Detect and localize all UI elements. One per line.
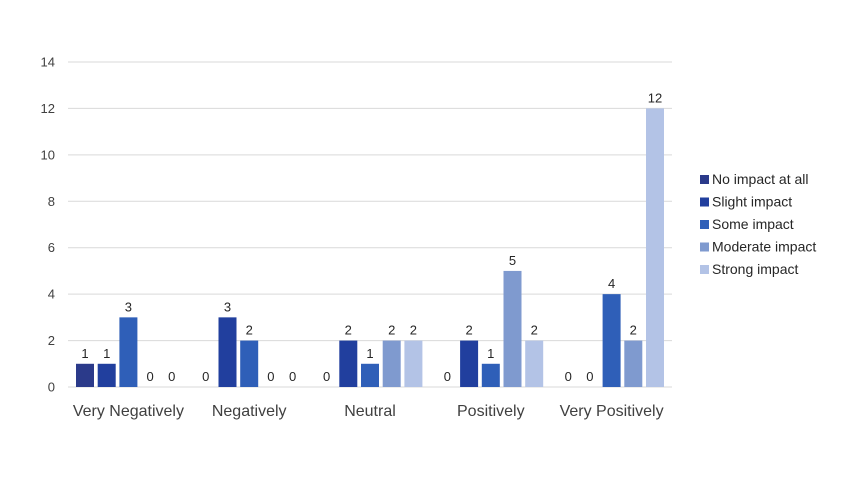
data-label: 3 <box>224 299 231 314</box>
y-tick-label: 4 <box>48 287 55 302</box>
bar <box>460 340 479 387</box>
data-label: 0 <box>146 369 153 384</box>
bar <box>624 340 643 387</box>
data-label: 1 <box>81 346 88 361</box>
bar <box>218 317 237 387</box>
data-label: 2 <box>246 323 253 338</box>
legend-label: No impact at all <box>712 171 808 187</box>
legend-label: Strong impact <box>712 261 798 277</box>
y-tick-label: 6 <box>48 240 55 255</box>
x-category-label: Very Negatively <box>73 403 184 420</box>
y-tick-label: 12 <box>41 101 55 116</box>
data-label: 1 <box>487 346 494 361</box>
x-category-label: Neutral <box>344 403 396 420</box>
data-label: 1 <box>103 346 110 361</box>
bar <box>503 270 522 387</box>
bar <box>481 363 500 387</box>
bar <box>602 294 621 387</box>
data-label: 0 <box>586 369 593 384</box>
y-tick-label: 2 <box>48 333 55 348</box>
bar <box>97 363 116 387</box>
x-category-label: Very Positively <box>560 403 664 420</box>
bar <box>76 363 94 387</box>
data-label: 5 <box>509 253 516 268</box>
data-label: 3 <box>125 299 132 314</box>
y-tick-label: 10 <box>41 147 55 162</box>
gridlines <box>68 61 672 388</box>
data-label: 0 <box>444 369 451 384</box>
legend-label: Some impact <box>712 216 794 232</box>
legend: No impact at all Slight impact Some impact… <box>700 171 816 277</box>
x-category-label: Positively <box>457 403 525 420</box>
data-label: 0 <box>168 369 175 384</box>
bars <box>76 108 664 387</box>
legend-swatch <box>700 220 709 229</box>
legend-swatch <box>700 175 709 184</box>
x-category-label: Negatively <box>212 403 287 420</box>
data-label: 2 <box>388 323 395 338</box>
data-label: 0 <box>565 369 572 384</box>
y-tick-label: 14 <box>41 55 55 70</box>
data-label: 2 <box>345 323 352 338</box>
data-label: 1 <box>366 346 373 361</box>
y-tick-label: 0 <box>48 380 55 395</box>
bar <box>382 340 401 387</box>
data-label: 4 <box>608 276 615 291</box>
legend-swatch <box>700 265 709 274</box>
bar <box>240 340 259 387</box>
data-label: 0 <box>323 369 330 384</box>
legend-swatch <box>700 242 709 252</box>
data-label: 2 <box>410 323 417 338</box>
data-label: 12 <box>648 90 662 105</box>
data-label: 0 <box>267 369 274 384</box>
bar <box>646 108 664 387</box>
data-label: 2 <box>531 323 538 338</box>
data-label: 0 <box>202 369 209 384</box>
bar <box>361 363 379 387</box>
legend-label: Moderate impact <box>712 239 816 255</box>
data-label: 0 <box>289 369 296 384</box>
bar <box>119 317 138 387</box>
bar <box>339 340 358 387</box>
legend-swatch <box>700 197 709 207</box>
bar <box>525 340 544 387</box>
data-label: 2 <box>630 323 637 338</box>
x-axis-categories: Very Negatively Negatively Neutral Positive… <box>73 403 664 420</box>
bar <box>404 340 423 387</box>
data-label: 2 <box>465 323 472 338</box>
y-axis-ticks: 0 2 4 6 8 10 12 14 <box>41 55 55 395</box>
legend-label: Slight impact <box>712 194 792 210</box>
y-tick-label: 8 <box>48 194 55 209</box>
